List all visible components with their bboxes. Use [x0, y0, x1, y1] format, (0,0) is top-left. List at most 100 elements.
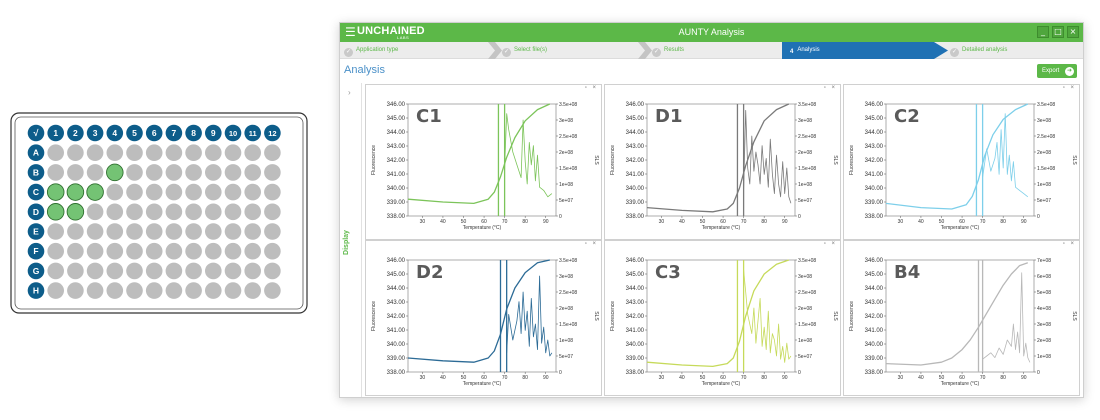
row-header-G[interactable] — [27, 262, 45, 280]
column-header-8[interactable] — [185, 124, 202, 142]
well-E4[interactable] — [106, 223, 124, 240]
well-E12[interactable] — [264, 223, 281, 240]
well-D12[interactable] — [264, 203, 281, 221]
column-header-3[interactable] — [86, 124, 104, 142]
well-F10[interactable] — [224, 242, 242, 260]
column-header-1[interactable] — [47, 124, 64, 142]
well-A8[interactable] — [185, 144, 202, 161]
column-header-11[interactable] — [244, 124, 261, 142]
well-H11[interactable] — [244, 282, 261, 299]
column-header-12[interactable] — [264, 124, 281, 142]
well-C12[interactable] — [264, 183, 281, 201]
well-D9[interactable] — [205, 203, 222, 221]
well-H10[interactable] — [224, 282, 242, 299]
well-H2[interactable] — [67, 282, 84, 299]
well-F5[interactable] — [126, 242, 143, 260]
well-B8[interactable] — [185, 164, 202, 181]
column-header-2[interactable] — [67, 124, 84, 142]
panel-window-controls[interactable]: ▫ × — [823, 85, 837, 91]
well-C8[interactable] — [185, 183, 202, 201]
well-B11[interactable] — [244, 164, 261, 181]
row-header-F[interactable] — [27, 242, 45, 260]
well-A2[interactable] — [67, 144, 84, 161]
well-F11[interactable] — [244, 242, 261, 260]
well-D11[interactable] — [244, 203, 261, 221]
display-sidebar[interactable]: › Display — [340, 83, 362, 397]
well-B6[interactable] — [145, 164, 163, 181]
well-F9[interactable] — [205, 242, 222, 260]
hamburger-menu-icon[interactable]: ☰ — [345, 25, 356, 39]
well-F6[interactable] — [145, 242, 163, 260]
well-A6[interactable] — [145, 144, 163, 161]
well-G8[interactable] — [185, 262, 202, 280]
well-D4[interactable] — [106, 203, 124, 221]
well-F3[interactable] — [86, 242, 104, 260]
well-H7[interactable] — [165, 282, 183, 299]
well-F12[interactable] — [264, 242, 281, 260]
well-G6[interactable] — [145, 262, 163, 280]
panel-window-controls[interactable]: ▫ × — [823, 241, 837, 247]
well-A4[interactable] — [106, 144, 124, 161]
column-header-4[interactable] — [106, 124, 124, 142]
well-D7[interactable] — [165, 203, 183, 221]
well-A5[interactable] — [126, 144, 143, 161]
chart-panel-d2[interactable]: ▫ × 338.00 339.00 340.00 341.00 342.00 343.00 3… — [365, 240, 602, 396]
step-application-type[interactable]: ✓ Application type — [344, 42, 398, 59]
well-A11[interactable] — [244, 144, 261, 161]
well-H5[interactable] — [126, 282, 143, 299]
well-H1[interactable] — [47, 282, 64, 299]
well-G10[interactable] — [224, 262, 242, 280]
chart-panel-b4[interactable]: ▫ × 338.00 339.00 340.00 341.00 342.00 343.00 3… — [843, 240, 1080, 396]
well-B5[interactable] — [126, 164, 143, 181]
well-E11[interactable] — [244, 223, 261, 240]
step-detailed-analysis[interactable]: ✓ Detailed analysis — [950, 42, 1007, 59]
well-C9[interactable] — [205, 183, 222, 201]
panel-window-controls[interactable]: ▫ × — [584, 85, 598, 91]
well-D6[interactable] — [145, 203, 163, 221]
well-D3[interactable] — [86, 203, 104, 221]
well-G12[interactable] — [264, 262, 281, 280]
well-F1[interactable] — [47, 242, 64, 260]
well-E3[interactable] — [86, 223, 104, 240]
well-B10[interactable] — [224, 164, 242, 181]
well-B1[interactable] — [47, 164, 64, 181]
well-E1[interactable] — [47, 223, 64, 240]
panel-window-controls[interactable]: ▫ × — [1062, 241, 1076, 247]
chart-panel-c3[interactable]: ▫ × 338.00 339.00 340.00 341.00 342.00 343.00 3… — [604, 240, 841, 396]
well-G2[interactable] — [67, 262, 84, 280]
step-results[interactable]: ✓ Results — [652, 42, 684, 59]
row-header-B[interactable] — [27, 164, 45, 181]
well-C5[interactable] — [126, 183, 143, 201]
well-D5[interactable] — [126, 203, 143, 221]
well-H4[interactable] — [106, 282, 124, 299]
chart-panel-c1[interactable]: ▫ × 338.00 339.00 340.00 341.00 342.00 343.00 3… — [365, 84, 602, 240]
well-H9[interactable] — [205, 282, 222, 299]
well-G9[interactable] — [205, 262, 222, 280]
well-B2[interactable] — [67, 164, 84, 181]
well-E9[interactable] — [205, 223, 222, 240]
well-G5[interactable] — [126, 262, 143, 280]
well-C7[interactable] — [165, 183, 183, 201]
well-H3[interactable] — [86, 282, 104, 299]
well-F2[interactable] — [67, 242, 84, 260]
well-A1[interactable] — [47, 144, 64, 161]
panel-window-controls[interactable]: ▫ × — [584, 241, 598, 247]
well-B12[interactable] — [264, 164, 281, 181]
well-C3[interactable] — [86, 183, 104, 201]
step-select-files[interactable]: ✓ Select file(s) — [502, 42, 547, 59]
well-C6[interactable] — [145, 183, 163, 201]
column-header-5[interactable] — [126, 124, 143, 142]
well-C10[interactable] — [224, 183, 242, 201]
row-header-A[interactable] — [27, 144, 45, 161]
well-G7[interactable] — [165, 262, 183, 280]
well-B4[interactable] — [106, 163, 124, 182]
well-C2[interactable] — [66, 183, 85, 201]
well-E6[interactable] — [145, 223, 163, 240]
well-C11[interactable] — [244, 183, 261, 201]
row-header-H[interactable] — [27, 282, 45, 299]
column-header-10[interactable] — [224, 124, 242, 142]
chart-panel-d1[interactable]: ▫ × 338.00 339.00 340.00 341.00 342.00 343.00 3… — [604, 84, 841, 240]
export-button[interactable]: Export ➜ — [1037, 64, 1077, 78]
well-B7[interactable] — [165, 164, 183, 181]
column-header-6[interactable] — [145, 124, 163, 142]
